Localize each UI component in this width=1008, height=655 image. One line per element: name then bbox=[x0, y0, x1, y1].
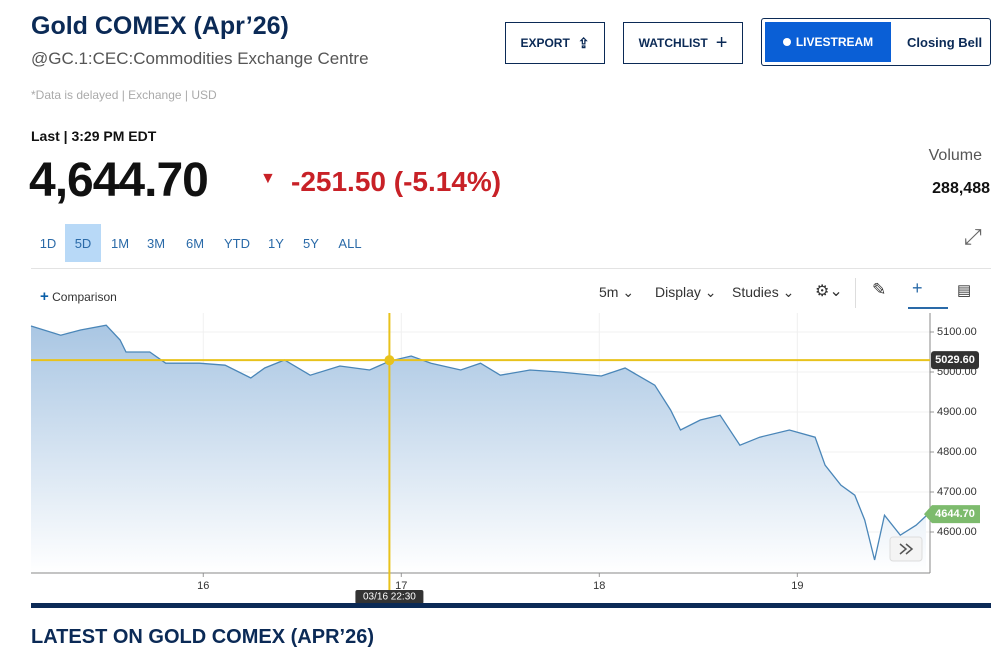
title: Gold COMEX (Apr’26) bbox=[31, 12, 289, 40]
separator bbox=[855, 278, 856, 308]
livestream-box[interactable]: LIVESTREAM Closing Bell bbox=[761, 18, 991, 66]
divider bbox=[31, 268, 991, 269]
label: Display bbox=[655, 284, 701, 300]
crosshair-tool[interactable]: + bbox=[912, 278, 923, 298]
section-rule bbox=[31, 603, 991, 608]
comment-tool[interactable]: ▤ bbox=[957, 282, 972, 299]
label: LIVESTREAM bbox=[795, 35, 874, 49]
expand-icon[interactable]: ⤢ bbox=[964, 224, 982, 249]
settings[interactable]: ⚙⌄ bbox=[815, 283, 843, 300]
label: 5m bbox=[599, 284, 619, 300]
y-tick-label: 4900.00 bbox=[937, 406, 977, 418]
crosshair-y-label: 5029.60 bbox=[935, 354, 975, 366]
x-tick-label: 17 bbox=[395, 580, 407, 592]
x-tick-label: 18 bbox=[593, 580, 605, 592]
y-tick-label: 4800.00 bbox=[937, 446, 977, 458]
subtitle: @GC.1:CEC:Commodities Exchange Centre bbox=[31, 49, 369, 68]
label: WATCHLIST bbox=[638, 36, 708, 50]
delay-note: *Data is delayed | Exchange | USD bbox=[31, 88, 217, 102]
icon: ⇪ bbox=[577, 34, 590, 51]
last-price-label: 4644.70 bbox=[935, 508, 975, 520]
crosshair-x-tag bbox=[355, 590, 424, 604]
volume-label: Volume bbox=[928, 147, 982, 164]
last-price-tag bbox=[924, 505, 980, 524]
last-label: Last | 3:29 PM EDT bbox=[31, 128, 157, 144]
down-arrow: ▼ bbox=[260, 170, 276, 187]
interval[interactable]: 5m ⌄ bbox=[599, 284, 635, 300]
show[interactable]: Closing Bell bbox=[907, 34, 983, 50]
label: Comparison bbox=[52, 290, 117, 304]
range-tab[interactable]: YTD bbox=[224, 235, 250, 251]
volume: 288,488 bbox=[932, 180, 990, 197]
section-heading: LATEST ON GOLD COMEX (APR’26) bbox=[31, 626, 374, 648]
range-tab[interactable]: 3M bbox=[146, 235, 166, 251]
draw-tool[interactable]: ✎ bbox=[872, 280, 887, 299]
price-line bbox=[30, 324, 927, 561]
x-tick-label: 19 bbox=[791, 580, 803, 592]
y-tick-label: 4600.00 bbox=[937, 526, 977, 538]
label: EXPORT bbox=[520, 36, 570, 50]
range-tab[interactable]: 5Y bbox=[303, 235, 319, 251]
change: -251.50 (-5.14%) bbox=[291, 166, 502, 197]
scroll-icon bbox=[899, 543, 914, 555]
y-tick-label: 5100.00 bbox=[937, 326, 977, 338]
studies[interactable]: Studies ⌄ bbox=[732, 284, 795, 300]
range-tab[interactable]: 5D bbox=[65, 224, 101, 262]
livestream[interactable]: LIVESTREAM bbox=[765, 22, 891, 62]
range-tab[interactable]: 1M bbox=[110, 235, 130, 251]
chart: 4600.004700.004800.004900.005000.005100.… bbox=[30, 313, 980, 604]
comparison[interactable]: + Comparison bbox=[40, 288, 117, 305]
display[interactable]: Display ⌄ bbox=[655, 284, 717, 300]
y-tick-label: 4700.00 bbox=[937, 486, 977, 498]
export-button[interactable]: EXPORT ⇪ bbox=[505, 22, 605, 64]
icon: + bbox=[715, 31, 728, 54]
watchlist-button[interactable]: WATCHLIST + bbox=[623, 22, 743, 64]
active-underline bbox=[908, 307, 948, 309]
range-tab[interactable]: 6M bbox=[185, 235, 205, 251]
range-tab[interactable]: ALL bbox=[338, 235, 362, 251]
range-tab[interactable]: 1Y bbox=[268, 235, 284, 251]
label: Studies bbox=[732, 284, 779, 300]
crosshair-y-tag bbox=[931, 351, 979, 370]
crosshair-x-label: 03/16 22:30 bbox=[363, 592, 416, 603]
x-tick-label: 16 bbox=[197, 580, 209, 592]
price: 4,644.70 bbox=[29, 154, 209, 207]
range-tab[interactable]: 1D bbox=[39, 235, 57, 251]
crosshair-dot bbox=[384, 355, 395, 366]
dot bbox=[782, 38, 791, 46]
area bbox=[31, 325, 927, 573]
